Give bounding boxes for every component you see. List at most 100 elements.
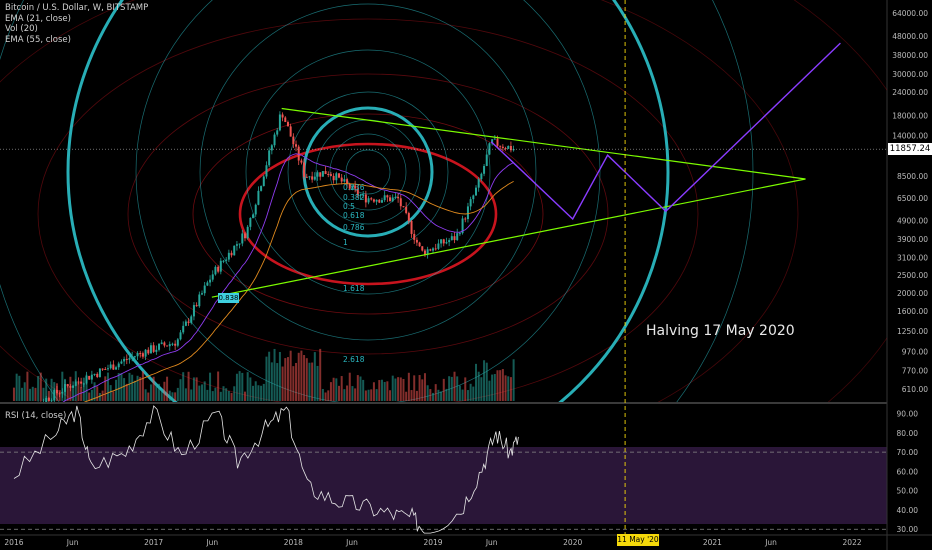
volume-bar [26,371,29,401]
volume-bar [332,377,335,401]
fib-circle [199,3,537,341]
candle-body [372,199,375,202]
candle-body [117,363,120,368]
volume-bar [198,385,201,401]
volume-bar [265,356,268,401]
volume-bar [241,372,244,401]
volume-bar [141,371,144,401]
time-tick: 2016 [4,538,23,547]
volume-bar [123,378,126,401]
candle-body [370,198,373,200]
volume-bar [423,373,426,401]
volume-bar [128,372,131,401]
price-axis: 64000.00 48000.00 38000.00 30000.00 24000.00… [892,9,928,394]
candle-body [480,173,483,180]
volume-bar [501,369,504,401]
candle-body [198,294,201,307]
volume-bar [131,374,134,401]
volume-bar [66,385,69,401]
candle-body [399,198,402,207]
volume-bar [147,392,150,401]
volume-bar [367,389,370,401]
volume-bar [209,372,212,401]
candle-body [332,175,335,181]
volume-bar [243,391,246,401]
volume-bar [440,391,443,401]
candle-body [163,342,166,346]
volume-bar [319,348,322,401]
volume-bar [456,376,459,401]
time-tick: 2018 [284,538,303,547]
volume-bar [475,363,478,401]
volume-bar [327,390,330,401]
volume-bar [399,377,402,401]
candle-body [225,259,228,261]
candle-body [458,233,461,235]
candle-body [176,339,179,346]
volume-bar [405,391,408,401]
price-tick: 2500.00 [897,271,928,280]
candle-body [115,367,118,370]
candle-body [160,342,163,344]
candle-body [98,368,101,377]
volume-bar [42,387,45,401]
volume-bar [171,392,174,401]
candle-body [456,233,459,241]
candle-body [343,179,346,182]
volume-bar [149,384,152,401]
candle-body [364,194,367,203]
candle-body [80,381,83,384]
time-tick: Jun [345,538,358,547]
candle-body [77,381,80,383]
price-tick: 1250.00 [897,327,928,336]
candle-body [389,197,392,202]
volume-bar [168,390,171,401]
candle-body [149,345,152,354]
candle-body [230,252,233,256]
volume-bar [29,388,32,401]
volume-bar [356,375,359,401]
volume-bar [343,389,346,401]
price-tick: 8500.00 [897,172,928,181]
volume-bar [472,386,475,401]
candle-body [136,352,139,357]
price-tick: 610.00 [902,385,928,394]
candle-body [501,146,504,148]
volume-bar [37,375,40,401]
candle-body [50,400,53,402]
candle-body [273,134,276,146]
candle-body [313,176,316,180]
volume-bar [192,377,195,401]
candle-body [281,114,284,118]
volume-bar [512,359,515,401]
volume-bar [434,384,437,401]
price-tick: 1600.00 [897,307,928,316]
volume-bar [496,370,499,401]
volume-bar [18,375,21,401]
candle-body [209,279,212,283]
candle-body [397,196,400,199]
volume-bar [104,376,107,401]
volume-bar [31,386,34,401]
volume-bar [316,365,319,401]
volume-bar [410,390,413,401]
volume-bar [415,390,418,401]
ema-line [62,153,514,402]
volume-bar [348,372,351,401]
fib-level-label: 1 [343,238,348,247]
fib-circle [287,91,449,253]
candle-body [123,358,126,362]
volume-bar [112,391,115,401]
candle-body [93,373,96,375]
volume-bar [292,366,295,401]
candle-body [90,374,93,380]
candle-body [82,383,85,385]
volume-bar [386,381,389,401]
volume-bar [413,375,416,401]
volume-bar [429,389,432,401]
candle-body [413,233,416,240]
candle-body [152,345,155,352]
volume-bar [418,375,421,401]
candle-body [53,389,56,401]
